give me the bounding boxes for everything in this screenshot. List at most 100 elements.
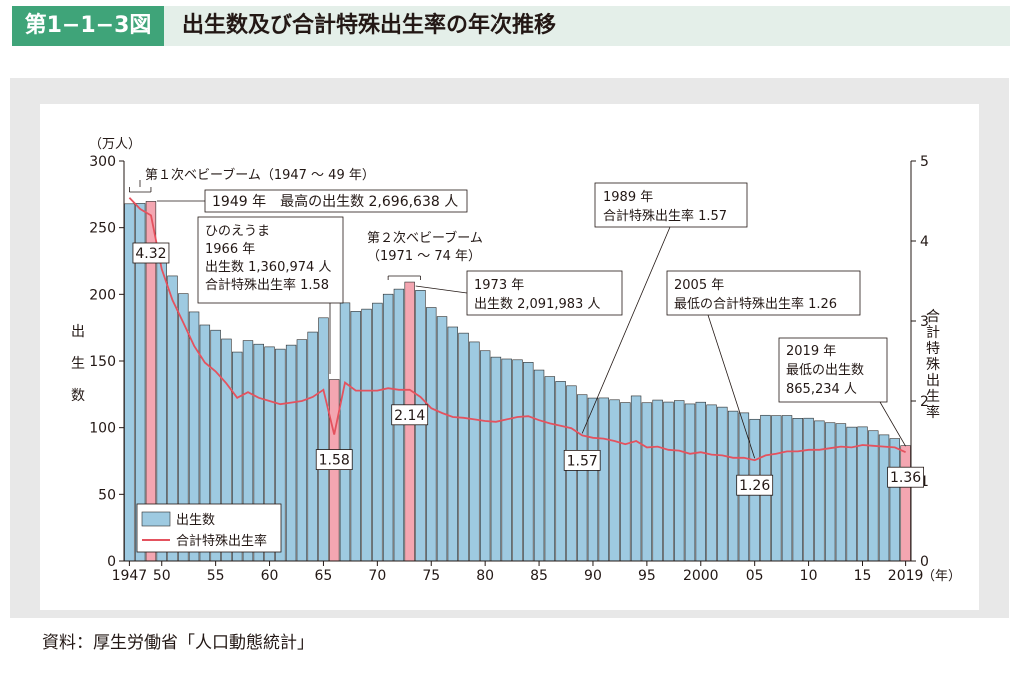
bar-1977 xyxy=(447,326,459,562)
x-tick-label: 70 xyxy=(368,568,386,584)
baby-boom-2-label: 第２次ベビーブーム xyxy=(367,230,483,246)
y-left-unit-label: （万人） xyxy=(89,137,141,152)
bar-1987 xyxy=(555,381,566,562)
y-left-tick-label: 200 xyxy=(89,287,116,303)
bar-1986 xyxy=(544,376,556,562)
y-left-tick-label: 300 xyxy=(89,154,116,170)
bar-2011 xyxy=(814,420,825,562)
y-right-tick-label: 2 xyxy=(920,394,929,410)
bar-2013 xyxy=(835,423,847,562)
annotation-2005-line: 2005 年 xyxy=(674,278,724,293)
rate-label-1966: 1.58 xyxy=(319,453,350,469)
annotation-hinoeuma-line: 合計特殊出生率 1.58 xyxy=(205,277,329,293)
bar-1976 xyxy=(436,316,448,562)
bar-2012 xyxy=(824,422,836,562)
bar-2002 xyxy=(717,406,728,562)
annotation-2019-line: 最低の出生数 xyxy=(786,363,864,378)
annotation-box-2019 xyxy=(778,337,888,403)
annotation-box-1989 xyxy=(594,182,748,228)
bar-1979 xyxy=(469,341,480,562)
annotation-1989-leader xyxy=(581,226,671,434)
bar-1997 xyxy=(663,401,674,562)
y-left-tick-label: 50 xyxy=(98,487,116,503)
legend-swatch-bar xyxy=(141,511,171,527)
chart-box: 0 50 100 150 200 250 300 （万人）出生数 0 1 2 3 4 5 合計特殊出生率 19… xyxy=(40,104,979,610)
bar-1978 xyxy=(458,332,469,562)
bar-1991 xyxy=(598,397,609,562)
x-tick-label: 95 xyxy=(638,568,656,584)
bar-1990 xyxy=(587,397,599,562)
bar-2010 xyxy=(803,417,814,562)
bar-1998 xyxy=(674,400,685,562)
bar-1963 xyxy=(296,339,308,562)
annotation-1973-line: 1973 年 xyxy=(474,278,524,293)
y-left-tick-label: 100 xyxy=(89,421,116,437)
bar-1994 xyxy=(630,395,642,562)
legend-label-births: 出生数 xyxy=(176,513,215,528)
bar-1969 xyxy=(361,308,372,562)
bar-1971 xyxy=(382,293,394,562)
rate-label-1949: 4.32 xyxy=(135,246,166,262)
rate-label-1989: 1.57 xyxy=(567,453,598,469)
bar-1975 xyxy=(426,307,437,562)
y-right-tick-label: 5 xyxy=(920,154,929,170)
y-left-axis-label-char: 出 xyxy=(71,324,85,340)
y-right-tick-label: 3 xyxy=(920,314,929,330)
y-left-tick-label: 250 xyxy=(89,221,116,237)
bar-2018 xyxy=(889,438,901,562)
rate-label-box-1989 xyxy=(563,449,601,471)
x-tick-label: 90 xyxy=(584,568,602,584)
y-right-axis-label-char: 合 xyxy=(926,309,940,325)
y-left-tick-label: 150 xyxy=(89,354,116,370)
annotation-1973-leader xyxy=(415,285,468,294)
annotation-2019-leader xyxy=(879,401,906,447)
fertility-rate-line xyxy=(128,197,906,462)
y-right-axis-label-char: 出 xyxy=(926,373,940,389)
x-tick-label: 60 xyxy=(261,568,279,584)
legend-label-rate: 合計特殊出生率 xyxy=(176,533,267,549)
bar-2001 xyxy=(706,404,717,562)
rate-label-box-1966 xyxy=(315,449,353,471)
x-unit-label: （年） xyxy=(922,569,961,584)
rate-label-2005: 1.26 xyxy=(739,478,770,494)
annotation-hinoeuma-line: 出生数 1,360,974 人 xyxy=(205,260,331,275)
bar-2009 xyxy=(792,418,803,562)
y-right-axis-label-char: 率 xyxy=(926,404,940,421)
annotation-2005-line: 最低の合計特殊出生率 1.26 xyxy=(674,296,837,312)
bar-2019 xyxy=(900,445,911,562)
bar-1985 xyxy=(533,369,545,562)
x-tick-label: 15 xyxy=(854,568,872,584)
rate-label-box-1973 xyxy=(391,404,429,426)
annotation-2005-leader xyxy=(707,314,756,459)
bar-1992 xyxy=(609,399,620,562)
chart-svg: 050100150200250300（万人）出生数012345合計特殊出生率19… xyxy=(71,137,961,584)
rate-label-box-2005 xyxy=(736,474,774,496)
y-right-tick-label: 1 xyxy=(920,474,929,490)
rate-label-1973: 2.14 xyxy=(394,408,425,424)
bar-1964 xyxy=(307,331,318,562)
annotation-1973-line: 出生数 2,091,983 人 xyxy=(474,297,600,312)
rate-label-2019: 1.36 xyxy=(890,470,921,486)
annotation-hinoeuma-line: 1966 年 xyxy=(205,242,255,257)
figure-number-badge: 第1−1−3図 xyxy=(12,6,164,46)
figure-title: 出生数及び合計特殊出生率の年次推移 xyxy=(182,13,557,38)
annotation-1989-line: 1989 年 xyxy=(603,190,653,205)
annotation-hinoeuma-line: ひのえうま xyxy=(205,224,270,239)
y-left-tick-label: 0 xyxy=(107,554,116,570)
rate-label-box-2019 xyxy=(887,466,925,488)
annotation-box-1973 xyxy=(466,270,623,316)
bar-1980 xyxy=(479,350,491,562)
x-tick-label: 55 xyxy=(207,568,225,584)
x-tick-label: 2019 xyxy=(888,568,924,584)
bar-1981 xyxy=(490,356,502,562)
y-right-tick-label: 0 xyxy=(920,554,929,570)
y-left-axis-label-char: 数 xyxy=(71,388,85,404)
x-tick-label: 05 xyxy=(746,568,764,584)
annotation-box-2005 xyxy=(666,270,861,316)
bar-1989 xyxy=(576,394,588,562)
x-tick-label: 10 xyxy=(800,568,818,584)
x-tick-label: 2000 xyxy=(683,568,719,584)
bar-1996 xyxy=(652,399,663,562)
x-tick-label: 80 xyxy=(476,568,494,584)
bar-1988 xyxy=(566,385,577,562)
